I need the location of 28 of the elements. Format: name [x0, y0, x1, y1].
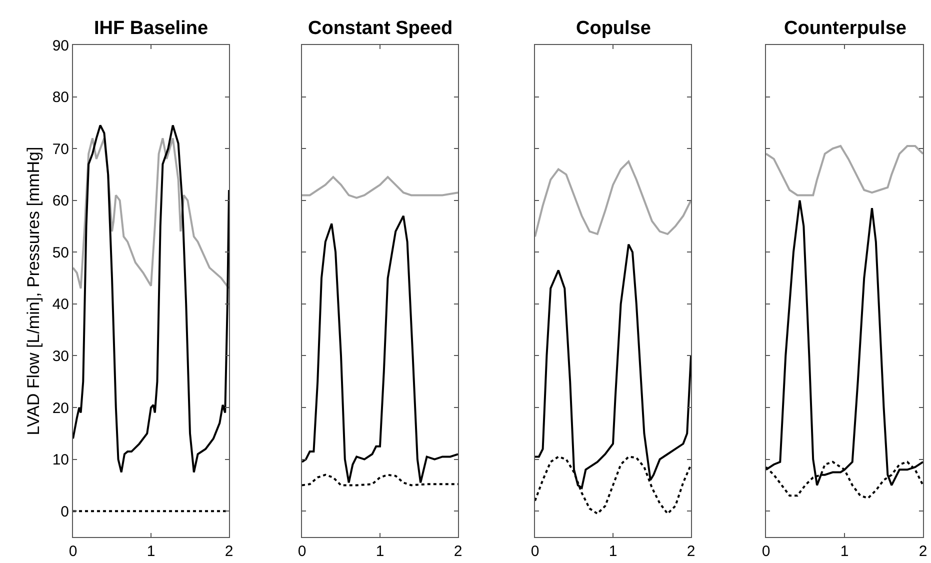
line-series: [73, 137, 229, 290]
y-tick-label: 90: [52, 37, 69, 54]
x-tick-label: 1: [608, 543, 618, 560]
chart-title: Counterpulse: [784, 18, 906, 39]
x-tick-label: 2: [918, 543, 928, 560]
line-series: [73, 124, 229, 474]
x-tick-label: 1: [376, 543, 384, 560]
y-tick-label: 60: [52, 192, 69, 210]
y-tick-label: 10: [52, 452, 69, 469]
chart-title: IHF Baseline: [94, 18, 208, 39]
y-tick-label: 70: [52, 140, 69, 158]
x-tick-label: 0: [298, 543, 306, 560]
y-tick-label: 30: [52, 348, 69, 365]
x-tick-label: 1: [146, 543, 156, 560]
chart-title: Copulse: [576, 18, 651, 39]
x-tick-label: 2: [686, 543, 696, 560]
chart-title: Constant Speed: [308, 18, 453, 39]
x-tick-label: 0: [530, 543, 540, 560]
x-tick-label: 1: [840, 543, 849, 560]
x-tick-label: 2: [224, 543, 234, 560]
y-tick-label: 80: [52, 89, 69, 106]
x-tick-label: 0: [762, 543, 770, 560]
y-tick-label: 50: [52, 244, 69, 262]
y-tick-label: 40: [52, 296, 69, 314]
y-tick-label: 20: [52, 400, 69, 417]
y-axis-title: LVAD Flow [L/min], Pressures [mmHg]: [24, 146, 43, 436]
y-tick-label: 0: [60, 503, 69, 520]
x-tick-label: 2: [454, 543, 462, 560]
